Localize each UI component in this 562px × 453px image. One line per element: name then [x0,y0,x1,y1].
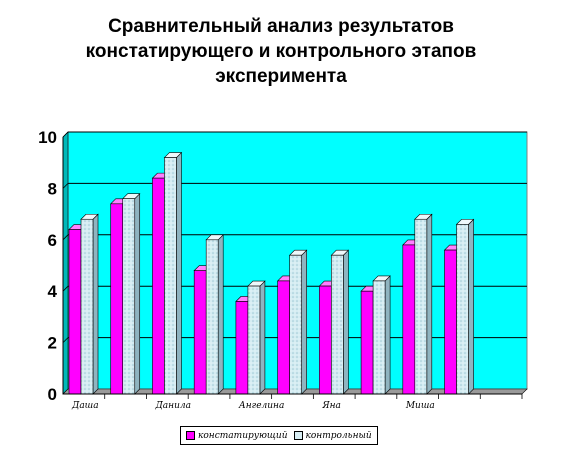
x-tick-label: Даша [71,401,99,411]
y-tick-label: 4 [48,282,58,301]
bar-konstatiruyushchiy [402,244,416,395]
bar-konstatiruyushchiy [110,203,124,395]
bar-kontrolnyy [247,285,261,395]
legend-swatch-series-2 [293,431,303,440]
bar-side [92,213,99,395]
legend: констатирующий контрольный [180,426,378,445]
bar-side [134,192,141,395]
bar-side [468,218,474,395]
x-tick-label: Данила [154,401,191,411]
bar-kontrolnyy [372,280,386,395]
bar-kontrolnyy [164,157,177,395]
bar-kontrolnyy [414,218,428,395]
bar-konstatiruyushchiy [193,270,207,395]
bar-kontrolnyy [289,254,302,395]
bar-konstatiruyushchiy [68,229,82,395]
chart-title-line-1: Сравнительный анализ результатов [108,16,454,37]
bar-konstatiruyushchiy [360,290,374,395]
y-tick-labels: 0 2 4 6 8 10 [38,128,57,404]
x-tick-labels: Даша Данила Ангелина Яна Миша [71,401,435,411]
x-tick-label: Миша [405,401,435,411]
chart-title-line-2: констатирующего и контрольного этапов [85,41,477,62]
bar-kontrolnyy [80,218,94,395]
bar-kontrolnyy [122,198,136,395]
bar-konstatiruyushchiy [152,177,165,395]
legend-item-series-1: констатирующий [186,431,288,441]
bar-side [259,280,266,395]
bar-kontrolnyy [331,254,344,395]
y-tick-label: 2 [48,334,57,353]
legend-item-series-2: контрольный [293,430,372,441]
bar-side [426,213,433,395]
bar-kontrolnyy [205,239,219,395]
bar-side [301,249,307,395]
bar-side [384,275,391,395]
x-tick-label: Яна [321,401,341,411]
y-tick-label: 6 [48,231,57,250]
legend-swatch-series-1 [186,431,195,440]
gridline-side [62,234,69,241]
bar-kontrolnyy [456,224,469,395]
bar-konstatiruyushchiy [235,301,249,395]
y-tick-label: 0 [48,385,57,404]
gridline-side [62,183,69,189]
bar-side [176,151,182,395]
bar-konstatiruyushchiy [319,285,332,395]
bars [68,151,475,395]
bar-konstatiruyushchiy [444,249,457,395]
x-tick-label: Ангелина [238,401,284,411]
y-tick-label: 8 [48,179,57,198]
axes [62,137,523,399]
bar-konstatiruyushchiy [277,280,290,395]
plot-side-wall [62,131,69,395]
gridline-side [62,285,69,292]
chart-title-line-3: эксперимента [215,66,347,87]
legend-label-series-1: констатирующий [198,430,288,441]
legend-label-series-2: контрольный [305,430,372,441]
bar-side [343,249,349,395]
gridline-side [62,337,69,343]
chart-title: Сравнительный анализ результатов констат… [0,14,562,89]
gridline-side [62,131,69,138]
bar-side [217,234,224,395]
y-tick-label: 10 [38,128,57,147]
